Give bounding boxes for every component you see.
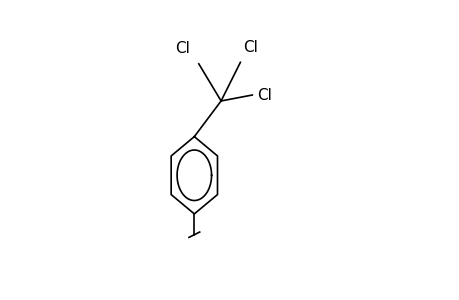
Text: Cl: Cl [243, 40, 257, 55]
Text: Cl: Cl [257, 88, 272, 103]
Text: Cl: Cl [174, 41, 190, 56]
